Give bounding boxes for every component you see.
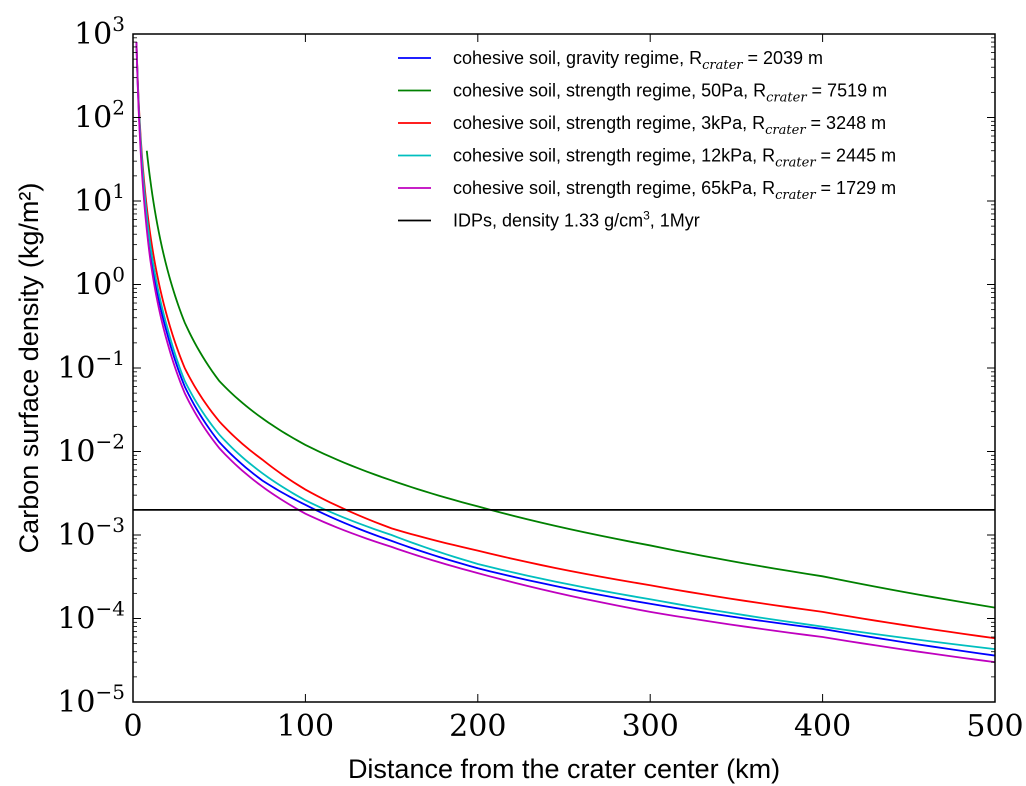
y-tick-label-3: 103 xyxy=(74,12,125,52)
series-line-4 xyxy=(135,42,995,651)
series-layer xyxy=(133,42,995,664)
x-tick-label-200: 200 xyxy=(449,709,506,744)
ticks-layer: 0 100 200 300 400 500 10−5 10−4 10−3 10−2 10−1 100 1… xyxy=(57,12,1023,744)
y-tick-label--1: 10−1 xyxy=(57,346,125,386)
legend: cohesive soil, gravity regime, Rcrater =… xyxy=(398,48,896,231)
series-line-1 xyxy=(135,42,995,657)
x-tick-label-400: 400 xyxy=(794,709,851,744)
series-line-5 xyxy=(135,42,995,664)
y-tick-label--5: 10−5 xyxy=(57,680,125,720)
plot-area xyxy=(133,34,995,702)
legend-label-2: cohesive soil, strength regime, 50Pa, Rc… xyxy=(453,81,887,106)
x-tick-label-100: 100 xyxy=(277,709,334,744)
series-line-2 xyxy=(145,150,995,609)
y-tick-label--3: 10−3 xyxy=(57,513,125,553)
y-tick-label--4: 10−4 xyxy=(57,597,125,637)
y-axis-label: Carbon surface density (kg/m²) xyxy=(14,183,44,554)
legend-label-6: IDPs, density 1.33 g/cm3, 1Myr xyxy=(453,209,700,231)
legend-label-1: cohesive soil, gravity regime, Rcrater =… xyxy=(453,48,823,73)
series-line-3 xyxy=(135,42,995,640)
legend-label-4: cohesive soil, strength regime, 12kPa, R… xyxy=(453,146,896,171)
x-tick-label-500: 500 xyxy=(966,709,1023,744)
y-tick-label-1: 101 xyxy=(74,179,125,219)
y-tick-label--2: 10−2 xyxy=(57,430,125,470)
x-axis-label: Distance from the crater center (km) xyxy=(348,754,780,784)
legend-label-3: cohesive soil, strength regime, 3kPa, Rc… xyxy=(453,113,886,138)
x-tick-label-0: 0 xyxy=(123,709,142,744)
legend-label-5: cohesive soil, strength regime, 65kPa, R… xyxy=(453,178,896,203)
y-tick-label-2: 102 xyxy=(74,96,125,136)
x-tick-label-300: 300 xyxy=(622,709,679,744)
y-tick-label-0: 100 xyxy=(74,263,125,303)
